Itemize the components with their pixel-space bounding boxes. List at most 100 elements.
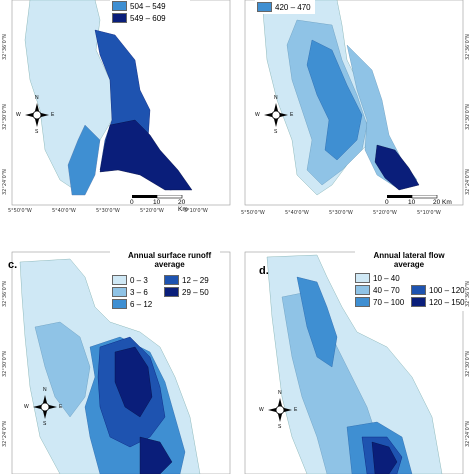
panel-c-region-29-50 (114, 346, 153, 418)
scale-tick-0: 0 (130, 199, 134, 206)
panel-a-lon-tick: 5°10'0"W (184, 208, 208, 214)
panel-d-legend-swatch (355, 297, 370, 307)
panel-b-region-darkest (374, 144, 420, 191)
panel-c-legend-item: 6 – 12 (112, 299, 152, 309)
panel-d-lat-tick: 32°36'0"N (465, 281, 471, 307)
panel-d-legend-swatch (411, 297, 426, 307)
panel-c-legend-label: 0 – 3 (130, 275, 148, 285)
panel-c-legend-swatch (112, 299, 127, 309)
panel-d-region-120-150 (371, 441, 398, 474)
panel-d-legend-item: 100 – 120 (411, 285, 465, 295)
panel-d-legend: Annual lateral flow average (355, 251, 467, 311)
panel-c-lat-tick: 32°24'0"N (2, 421, 8, 447)
south-label: S (278, 424, 282, 430)
panel-d-map-svg (244, 251, 464, 474)
panel-b-lat-tick: 32°24'0"N (465, 169, 471, 195)
panel-b-lon-tick: 5°40'0"W (285, 210, 309, 216)
north-arrow-icon (264, 103, 288, 127)
panel-c-legend-title-line1: Annual surface runoff (128, 251, 212, 260)
panel-b-lon-tick: 5°30'0"W (329, 210, 353, 216)
panel-c-region-3-6 (34, 321, 91, 418)
panel-a-scale-bar: 0 10 20 Km (130, 195, 192, 213)
panel-c-legend-swatch (164, 275, 179, 285)
panel-b-legend: 420 – 470 (255, 0, 315, 14)
east-label: E (290, 112, 294, 118)
west-label: W (255, 112, 260, 118)
scale-tick-1: 10 (153, 199, 161, 206)
panel-d-north-arrow: N E S W (259, 390, 298, 430)
panel-d-lat-tick: 32°30'0"N (465, 351, 471, 377)
west-label: W (259, 407, 264, 413)
panel-d-legend-swatch (355, 273, 370, 283)
panel-c-lat-tick: 32°36'0"N (2, 281, 8, 307)
panel-a-legend-label: 549 – 609 (130, 13, 166, 23)
north-label: N (35, 95, 39, 101)
panel-a-region-darkest (99, 119, 193, 191)
panel-b-lat-tick: 32°30'0"N (465, 104, 471, 130)
panel-d-letter: d. (259, 265, 269, 277)
panel-b-lon-tick: 5°20'0"W (373, 210, 397, 216)
panel-d-legend-label: 10 – 40 (373, 273, 400, 283)
panel-d-legend-title: Annual lateral flow average (359, 251, 459, 269)
panel-a-legend-item: 549 – 609 (112, 13, 166, 23)
panel-a-map: 504 – 549 549 – 609 32°36'0"N 32°30'0"N … (0, 0, 237, 237)
panel-c-legend-item: 0 – 3 (112, 275, 148, 285)
panel-d-legend-items: 10 – 40 40 – 70 70 – 100 100 – 120 120 –… (355, 273, 470, 313)
scale-tick-2: 20 Km (433, 199, 452, 206)
panel-c-map-svg (11, 251, 231, 474)
panel-b-legend-item: 420 – 470 (257, 2, 311, 12)
panel-a-legend-swatch (112, 1, 127, 11)
panel-b-lat-tick: 32°36'0"N (465, 34, 471, 60)
panel-c-legend-item: 29 – 50 (164, 287, 209, 297)
panel-d-legend-label: 100 – 120 (429, 285, 465, 295)
panel-d-legend-title-line2: average (393, 260, 425, 269)
panel-d-map: d. Annual lateral flow average 10 – 40 4… (237, 237, 474, 474)
panel-a-lon-tick: 5°30'0"W (96, 208, 120, 214)
panel-a-legend-item: 504 – 549 (112, 1, 166, 11)
panel-c-legend-label: 6 – 12 (130, 299, 153, 309)
panel-d-legend-item: 10 – 40 (355, 273, 400, 283)
panel-d-legend-item: 40 – 70 (355, 285, 400, 295)
panel-a-lat-tick: 32°30'0"N (2, 104, 8, 130)
panel-c-letter: c. (8, 259, 18, 271)
panel-c-legend-swatch (164, 287, 179, 297)
panel-b-region-blue (306, 39, 363, 161)
north-arrow-icon (268, 398, 292, 422)
panel-c-north-arrow: N E S W (24, 387, 63, 427)
panel-d-legend-label: 120 – 150 (429, 297, 465, 307)
west-label: W (16, 112, 21, 118)
north-arrow-icon (33, 395, 57, 419)
panel-a-legend-swatch (112, 13, 127, 23)
panel-d-legend-item: 70 – 100 (355, 297, 404, 307)
panel-d-legend-item: 120 – 150 (411, 297, 465, 307)
scale-tick-1: 10 (408, 199, 416, 206)
panel-b-lon-tick: 5°50'0"W (241, 210, 265, 216)
panel-c-legend-title: Annual surface runoff average (128, 251, 211, 269)
panel-d-region-70-100 (296, 276, 338, 368)
west-label: W (24, 404, 29, 410)
panel-d-lat-tick: 32°24'0"N (465, 421, 471, 447)
east-label: E (294, 407, 298, 413)
south-label: S (35, 129, 39, 135)
north-label: N (278, 390, 282, 396)
panel-a-lon-tick: 5°50'0"W (8, 208, 32, 214)
panel-a-legend: 504 – 549 549 – 609 (110, 0, 190, 26)
scale-tick-0: 0 (385, 199, 389, 206)
panel-c-legend-swatch (112, 287, 127, 297)
panel-b-map: 420 – 470 32°36'0"N 32°30'0"N 32°24'0"N … (237, 0, 474, 237)
panel-c-legend-label: 12 – 29 (182, 275, 209, 285)
panel-a-region-medium (67, 124, 101, 196)
panel-a-legend-label: 504 – 549 (130, 1, 166, 11)
east-label: E (59, 404, 63, 410)
north-arrow-icon (25, 103, 49, 127)
panel-d-legend-swatch (411, 285, 426, 295)
panel-b-scale-bar: 0 10 20 Km (385, 195, 452, 207)
panel-c-legend-item: 3 – 6 (112, 287, 148, 297)
scale-bar-icon (132, 195, 183, 199)
panel-a-map-svg (11, 0, 231, 206)
east-label: E (51, 112, 55, 118)
scale-bar-icon (387, 195, 438, 199)
panel-d-legend-label: 40 – 70 (373, 285, 400, 295)
panel-b-legend-swatch (257, 2, 272, 12)
panel-a-lat-tick: 32°24'0"N (2, 169, 8, 195)
